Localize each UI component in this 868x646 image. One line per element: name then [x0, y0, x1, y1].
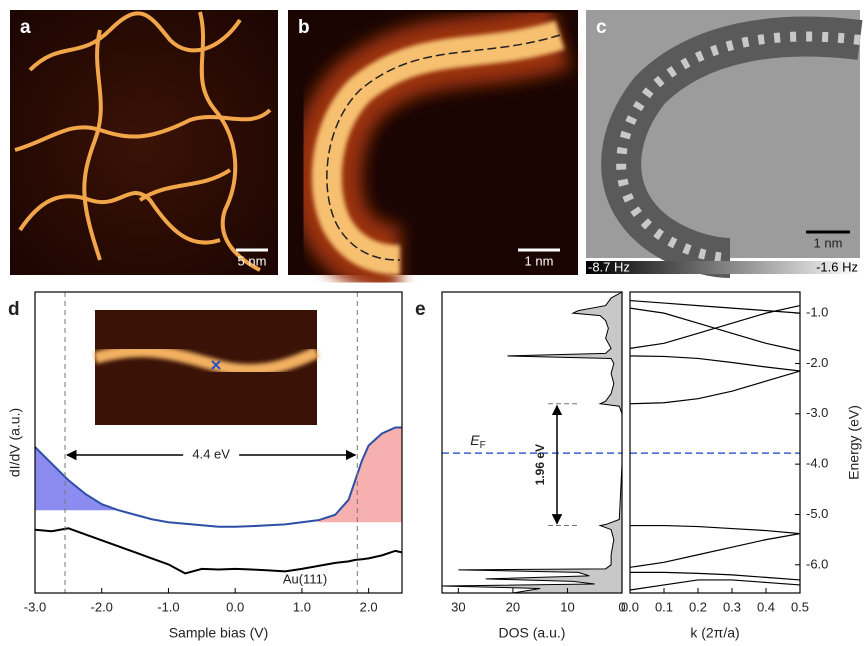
band-line — [630, 356, 800, 371]
y-axis-label: dI/dV (a.u.) — [7, 408, 23, 477]
band-line — [630, 371, 800, 404]
scale-bar-label: 1 nm — [525, 253, 554, 268]
colorbar-label: -1.6 Hz — [816, 259, 858, 274]
image-b: b 1 nm — [288, 10, 578, 275]
band-line — [630, 526, 800, 534]
y-tick-label: -1.0 — [806, 305, 828, 320]
colorbar-label: -8.7 Hz — [588, 259, 630, 274]
plot-frame — [630, 292, 800, 593]
x-tick-label: 0.1 — [655, 599, 673, 614]
gap-label: 1.96 eV — [533, 444, 547, 485]
x-tick-label: 2.0 — [360, 599, 378, 614]
band-line — [630, 580, 800, 590]
y-tick-label: -3.0 — [806, 405, 828, 420]
x-tick-label: 1.0 — [293, 599, 311, 614]
inset-image — [95, 310, 317, 425]
x-tick-label: 0.0 — [226, 599, 244, 614]
x-axis-label: DOS (a.u.) — [499, 625, 566, 641]
image-c: c 1 nm -8.7 Hz -1.6 Hz — [586, 10, 860, 274]
band-line — [630, 572, 800, 580]
x-tick-label: 0.2 — [689, 599, 707, 614]
x-tick-label: -3.0 — [24, 599, 46, 614]
panel-label: e — [415, 299, 426, 320]
annotation: Au(111) — [283, 571, 327, 586]
scale-bar-label: 1 nm — [814, 235, 843, 250]
dos-fill — [442, 292, 622, 593]
x-tick-label: 0.4 — [757, 599, 775, 614]
line — [35, 528, 402, 573]
x-tick-label: -1.0 — [157, 599, 179, 614]
y-tick-label: -4.0 — [806, 456, 828, 471]
dos-line — [442, 292, 622, 593]
x-tick-label: 0.5 — [791, 599, 809, 614]
y-tick-label: -5.0 — [806, 506, 828, 521]
image-a: a 5 nm — [10, 10, 278, 275]
x-tick-label: -2.0 — [91, 599, 113, 614]
panel-label: c — [596, 17, 607, 38]
y-axis-label: Energy (eV) — [846, 405, 862, 480]
gap-label: 4.4 eV — [192, 446, 230, 461]
fermi-subscript: F — [480, 440, 486, 451]
panel-label: b — [298, 17, 310, 38]
area-fill — [319, 427, 402, 522]
scale-bar-label: 5 nm — [238, 253, 267, 268]
band-line — [630, 534, 800, 568]
x-axis-label: k (2π/a) — [690, 625, 739, 641]
figure: a 5 nm b 1 nm c 1 nm -8.7 Hz -1.6 Hz 4.4… — [0, 0, 868, 646]
area-fill — [35, 447, 118, 510]
x-tick-label: 30 — [451, 599, 465, 614]
y-tick-label: -2.0 — [806, 355, 828, 370]
plot-frame — [442, 292, 622, 593]
x-axis-label: Sample bias (V) — [169, 625, 269, 641]
fermi-label: EF — [470, 432, 485, 451]
y-tick-label: -6.0 — [806, 556, 828, 571]
x-tick-label: 20 — [506, 599, 520, 614]
panel-label: a — [20, 17, 31, 38]
x-tick-label: 0.0 — [621, 599, 639, 614]
x-tick-label: 0.3 — [723, 599, 741, 614]
x-tick-label: 10 — [560, 599, 574, 614]
panel-label: d — [8, 299, 20, 320]
